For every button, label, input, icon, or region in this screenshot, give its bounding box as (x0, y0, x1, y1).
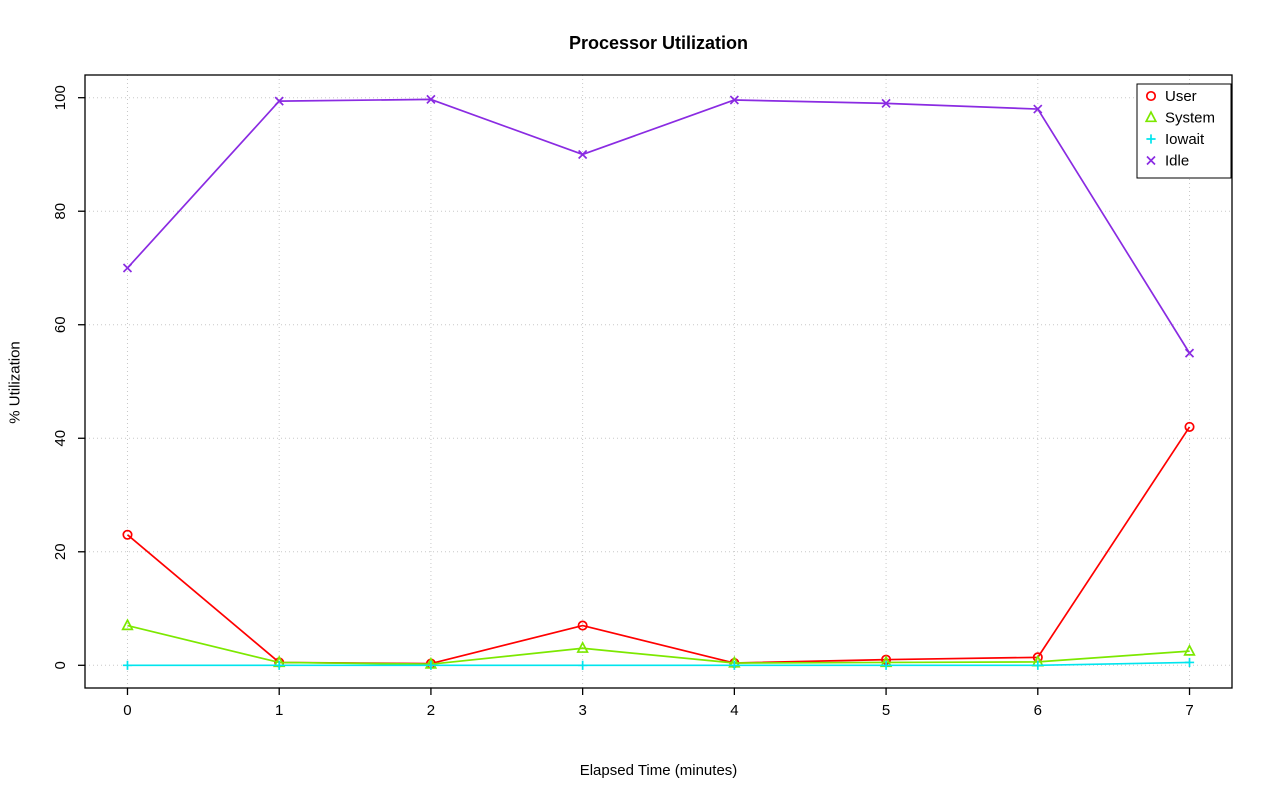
marker-circle (1184, 421, 1195, 432)
marker-triangle (576, 641, 589, 653)
y-axis-label: % Utilization (6, 341, 24, 424)
marker-triangle (1183, 643, 1196, 656)
y-tick-label: 60 (52, 316, 69, 333)
marker-circle (122, 529, 133, 540)
marker-x (426, 94, 436, 105)
y-tick-label: 0 (52, 661, 69, 669)
legend-label-user: User (1165, 88, 1197, 105)
marker-plus (274, 660, 284, 670)
x-tick-label: 2 (427, 702, 435, 719)
marker-x (1184, 348, 1195, 358)
marker-x (274, 96, 284, 106)
y-tick-label: 100 (52, 85, 69, 110)
marker-plus (578, 660, 588, 670)
marker-plus (426, 660, 436, 670)
marker-x (881, 98, 891, 108)
marker-circle (577, 620, 588, 631)
marker-plus (881, 660, 891, 670)
x-tick-label: 6 (1034, 702, 1042, 719)
y-tick-label: 80 (52, 203, 69, 220)
marker-plus (122, 660, 133, 670)
series-line-user (126, 426, 1191, 665)
plot-box (84, 74, 1233, 689)
marker-x (122, 263, 133, 273)
x-tick-label: 4 (730, 702, 738, 719)
marker-plus (1184, 657, 1195, 668)
y-tick-label: 20 (52, 543, 69, 560)
marker-plus (729, 660, 739, 670)
legend-label-iowait: Iowait (1165, 131, 1205, 148)
y-tick-label: 40 (52, 430, 69, 447)
x-tick-label: 5 (882, 702, 890, 719)
marker-triangle (121, 618, 134, 631)
marker-circle (1145, 90, 1157, 102)
x-axis-label: Elapsed Time (minutes) (579, 762, 738, 779)
marker-triangle (1144, 110, 1158, 123)
x-tick-label: 7 (1185, 702, 1193, 719)
series-line-system (127, 624, 1190, 666)
legend-label-idle: Idle (1165, 153, 1189, 170)
marker-plus (1146, 134, 1156, 144)
series-line-iowait (127, 661, 1190, 667)
x-tick-label: 0 (123, 702, 131, 719)
marker-plus (1033, 660, 1043, 670)
legend-label-system: System (1165, 110, 1215, 127)
marker-x (729, 95, 739, 105)
marker-x (1146, 155, 1156, 166)
series-line-idle (126, 98, 1191, 354)
marker-x (1033, 104, 1043, 114)
x-tick-label: 3 (578, 702, 586, 719)
chart-title: Processor Utilization (568, 33, 749, 53)
x-tick-label: 1 (275, 702, 283, 719)
marker-x (578, 149, 588, 160)
